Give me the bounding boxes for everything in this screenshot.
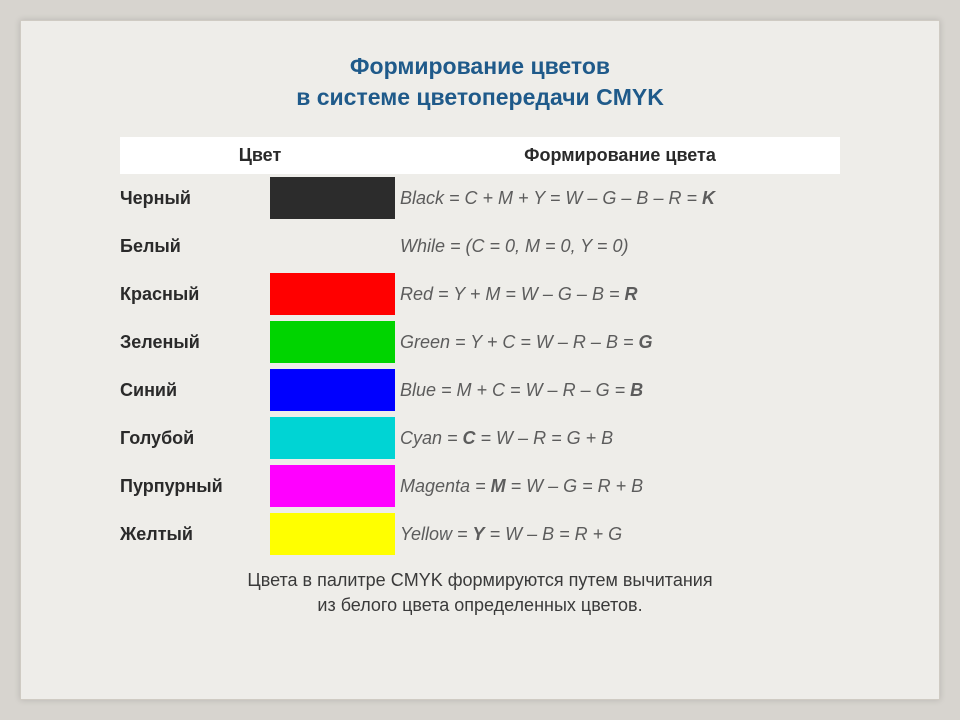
color-swatch-cell <box>270 222 400 270</box>
table-row: Черный Black = C + M + Y = W – G – B – R … <box>120 174 840 222</box>
footer-text: Цвета в палитре CMYK формируются путем в… <box>61 568 899 618</box>
color-name: Белый <box>120 222 270 270</box>
color-formula: Blue = M + C = W – R – G = B <box>400 366 840 414</box>
color-name: Красный <box>120 270 270 318</box>
title-line-2: в системе цветопередачи CMYK <box>296 84 664 110</box>
color-swatch-cell <box>270 270 400 318</box>
table-row: Голубой Cyan = C = W – R = G + B <box>120 414 840 462</box>
color-name: Синий <box>120 366 270 414</box>
color-formula: Red = Y + M = W – G – B = R <box>400 270 840 318</box>
color-swatch <box>270 321 395 363</box>
color-name: Желтый <box>120 510 270 558</box>
color-swatch-cell <box>270 462 400 510</box>
color-swatch-cell <box>270 510 400 558</box>
slide-container: Формирование цветов в системе цветоперед… <box>20 20 940 700</box>
color-swatch <box>270 465 395 507</box>
header-formula: Формирование цвета <box>400 137 840 174</box>
slide-title: Формирование цветов в системе цветоперед… <box>61 51 899 113</box>
color-formula: Magenta = M = W – G = R + B <box>400 462 840 510</box>
table-header-row: Цвет Формирование цвета <box>120 137 840 174</box>
color-swatch-cell <box>270 366 400 414</box>
color-name: Пурпурный <box>120 462 270 510</box>
table-row: Пурпурный Magenta = M = W – G = R + B <box>120 462 840 510</box>
color-swatch <box>270 369 395 411</box>
table-row: Белый While = (C = 0, M = 0, Y = 0) <box>120 222 840 270</box>
color-formula: Green = Y + C = W – R – B = G <box>400 318 840 366</box>
color-formula: While = (C = 0, M = 0, Y = 0) <box>400 222 840 270</box>
color-name: Зеленый <box>120 318 270 366</box>
color-name: Голубой <box>120 414 270 462</box>
color-swatch <box>270 273 395 315</box>
color-swatch <box>270 177 395 219</box>
color-swatch-cell <box>270 174 400 222</box>
color-swatch <box>270 513 395 555</box>
footer-line-1: Цвета в палитре CMYK формируются путем в… <box>247 570 712 590</box>
color-swatch-cell <box>270 414 400 462</box>
table-row: Красный Red = Y + M = W – G – B = R <box>120 270 840 318</box>
color-name: Черный <box>120 174 270 222</box>
color-formula: Yellow = Y = W – B = R + G <box>400 510 840 558</box>
table-row: Желтый Yellow = Y = W – B = R + G <box>120 510 840 558</box>
cmyk-table: Цвет Формирование цвета Черный Black = C … <box>120 137 840 558</box>
color-swatch <box>270 417 395 459</box>
header-color: Цвет <box>120 137 400 174</box>
color-formula: Black = C + M + Y = W – G – B – R = K <box>400 174 840 222</box>
title-line-1: Формирование цветов <box>350 53 610 79</box>
color-formula: Cyan = C = W – R = G + B <box>400 414 840 462</box>
footer-line-2: из белого цвета определенных цветов. <box>317 595 642 615</box>
color-swatch-cell <box>270 318 400 366</box>
table-row: Зеленый Green = Y + C = W – R – B = G <box>120 318 840 366</box>
table-row: Синий Blue = M + C = W – R – G = B <box>120 366 840 414</box>
